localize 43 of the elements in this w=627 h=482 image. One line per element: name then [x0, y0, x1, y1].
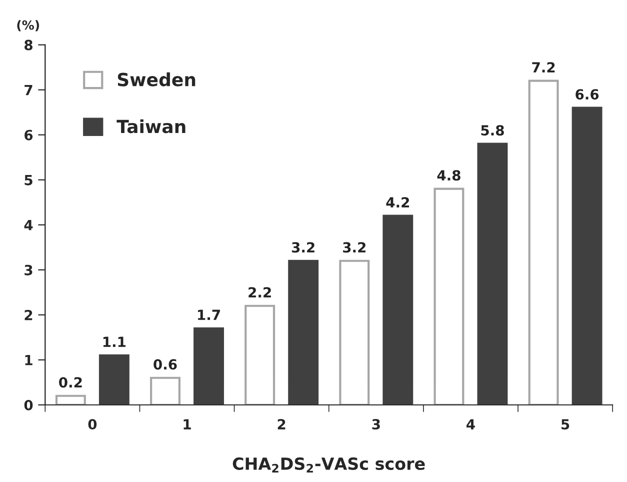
bar: [382, 214, 414, 405]
x-tick-label: 3: [372, 419, 380, 430]
x-tick-label: 5: [562, 419, 570, 430]
data-label: 3.2: [343, 242, 366, 253]
y-tick-label: 8: [24, 40, 32, 50]
data-label: 2.2: [248, 287, 271, 298]
bar: [477, 142, 508, 405]
y-axis-title: (%): [17, 20, 40, 32]
data-label: 0.2: [59, 377, 82, 388]
legend-label: Sweden: [118, 72, 196, 86]
data-label: 0.6: [154, 359, 177, 370]
bar: [244, 304, 276, 405]
data-label: 1.1: [103, 336, 126, 347]
x-tick-label: 1: [184, 419, 191, 430]
bar: [194, 327, 224, 405]
bar: [150, 376, 180, 405]
x-axis-title: CHA$_{2}$DS$_{2}$-VASc score: [232, 457, 425, 472]
y-tick-label: 4: [24, 220, 33, 230]
x-tick-label: 4: [466, 419, 475, 430]
data-label: 1.7: [198, 310, 220, 320]
y-tick-label: 1: [25, 355, 32, 366]
bar: [528, 80, 559, 405]
bar: [434, 188, 464, 405]
data-label: 5.8: [481, 125, 504, 136]
bar: [55, 394, 86, 405]
bar: [98, 354, 130, 405]
bar: [339, 260, 370, 405]
y-tick-label: 5: [24, 174, 32, 186]
y-tick-label: 3: [24, 264, 32, 276]
y-tick-label: 2: [24, 310, 32, 320]
legend-label: Taiwan: [116, 119, 186, 134]
x-tick-label: 2: [278, 419, 286, 430]
x-tick-label: 0: [88, 419, 97, 430]
data-label: 3.2: [292, 242, 314, 253]
data-label: 6.6: [576, 89, 599, 100]
data-label: 4.8: [437, 170, 460, 181]
data-label: 7.2: [532, 62, 555, 72]
bar: [572, 106, 602, 405]
y-tick-label: 6: [24, 130, 33, 140]
data-label: 4.2: [386, 197, 409, 208]
bar: [288, 260, 319, 405]
y-tick-label: 0: [24, 400, 33, 410]
y-tick-label: 7: [24, 84, 32, 96]
